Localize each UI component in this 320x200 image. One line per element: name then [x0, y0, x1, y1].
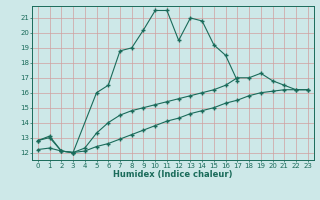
X-axis label: Humidex (Indice chaleur): Humidex (Indice chaleur) — [113, 170, 233, 179]
